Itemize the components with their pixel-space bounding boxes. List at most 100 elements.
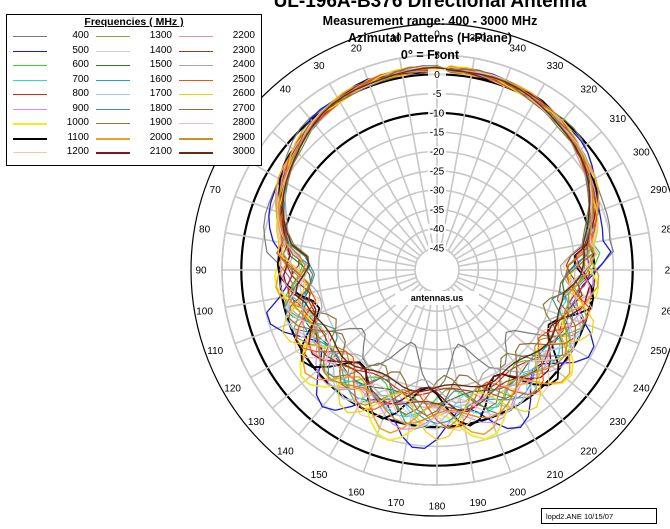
angle-spoke	[328, 83, 427, 252]
legend-label: 700	[72, 73, 89, 85]
legend-item: 1000	[11, 117, 93, 130]
legend-item: 1800	[94, 102, 176, 116]
legend-label: 2300	[232, 44, 255, 56]
series-line-2800	[277, 65, 599, 429]
radial-tick-label: -35	[430, 205, 445, 216]
angle-tick-label: 40	[280, 85, 292, 96]
radial-tick-bg	[428, 50, 446, 60]
angle-tick-label: 310	[609, 114, 626, 125]
legend-swatch	[179, 36, 213, 37]
legend-item: 2900	[177, 131, 259, 145]
legend-item: 1100	[11, 131, 93, 145]
legend-swatch	[96, 50, 130, 52]
legend-swatch	[13, 65, 47, 66]
brand-label: antennas.us	[395, 291, 479, 305]
radial-tick-label: -45	[430, 244, 445, 255]
legend-item: 2100	[94, 146, 176, 159]
legend-swatch	[179, 94, 213, 95]
angle-tick-label: 300	[633, 148, 650, 159]
angle-tick-label: 130	[248, 417, 265, 428]
legend-swatch	[96, 108, 130, 110]
angle-tick-label: 210	[547, 470, 564, 481]
angle-tick-label: 330	[547, 61, 564, 72]
angle-tick-label: 220	[580, 446, 597, 457]
angle-spoke	[398, 291, 434, 482]
angle-tick-label: 100	[196, 306, 213, 317]
radial-tick-bg	[428, 223, 446, 234]
legend-item: 1700	[94, 88, 176, 101]
legend-item: 2000	[94, 131, 176, 145]
radial-tick-bg	[428, 88, 446, 99]
angle-spoke	[298, 286, 424, 436]
legend-swatch	[96, 123, 130, 124]
angle-tick-label: 320	[580, 85, 597, 96]
radial-tick-bg	[428, 146, 446, 157]
chart-subtitle-range: Measurement range: 400 - 3000 MHz	[322, 14, 538, 28]
radial-tick-bg	[428, 204, 446, 215]
legend-item: 1500	[94, 59, 176, 72]
legend-swatch	[179, 123, 213, 124]
legend-label: 1800	[149, 102, 172, 114]
legend-swatch	[96, 94, 130, 95]
legend-item: 800	[11, 88, 93, 101]
angle-spoke	[234, 195, 417, 264]
legend-swatch	[13, 36, 47, 37]
angle-spoke	[443, 67, 512, 250]
angle-spoke	[447, 288, 546, 457]
legend-swatch	[13, 50, 47, 52]
legend-swatch	[96, 79, 130, 81]
series-line-2900	[278, 66, 596, 424]
angle-spoke	[225, 231, 416, 267]
legend-label: 2400	[232, 59, 255, 70]
legend-swatch	[13, 137, 47, 140]
chart-subtitle-front: 0° = Front	[400, 48, 460, 62]
chart-title: UL-196A-B376 Directional Antenna	[273, 0, 587, 12]
angle-tick-label: 80	[199, 225, 211, 236]
angle-tick-label: 260	[661, 306, 670, 317]
legend-swatch	[179, 79, 213, 81]
radial-tick-label: 0	[434, 70, 440, 81]
radial-tick-bg	[428, 243, 446, 253]
angle-spoke	[455, 280, 624, 379]
legend-item: 900	[11, 103, 93, 116]
pattern-series	[263, 64, 614, 450]
legend-label: 400	[72, 30, 89, 41]
angle-tick-label: 140	[277, 446, 294, 457]
legend-item: 1200	[11, 146, 93, 159]
radial-tick-label: -20	[430, 147, 445, 158]
legend-swatch	[179, 50, 213, 52]
series-line-2000	[275, 67, 600, 436]
legend-swatch	[179, 137, 213, 140]
angle-spoke	[458, 273, 649, 309]
legend-label: 2500	[232, 73, 255, 85]
legend-swatch	[96, 36, 130, 37]
legend-label: 1400	[149, 44, 172, 56]
legend-label: 2800	[232, 117, 255, 128]
angle-tick-label: 20	[351, 44, 363, 55]
angle-spoke	[447, 83, 546, 252]
angle-spoke	[458, 231, 649, 267]
angle-tick-label: 110	[207, 346, 223, 357]
legend-label: 2000	[149, 131, 172, 143]
angle-tick-label: 70	[210, 185, 222, 196]
legend-item: 2600	[177, 88, 259, 101]
angle-tick-label: 230	[609, 417, 626, 428]
angle-tick-label: 120	[224, 384, 241, 395]
legend-label: 600	[72, 59, 89, 70]
radial-tick-bg	[428, 165, 446, 176]
angle-tick-label: 90	[195, 266, 207, 277]
radial-tick-label: 5	[434, 51, 440, 62]
legend-label: 1100	[67, 131, 89, 143]
legend-item: 2200	[177, 30, 259, 43]
legend-label: 2200	[232, 30, 255, 41]
angle-tick-label: 10	[390, 33, 402, 44]
legend-item: 1600	[94, 74, 176, 87]
legend-item: 1900	[94, 117, 176, 130]
angle-spoke	[225, 273, 416, 309]
angle-tick-label: 270	[665, 266, 670, 277]
legend-label: 2600	[232, 88, 255, 99]
legend-label: 2900	[232, 131, 255, 143]
angle-tick-label: 340	[509, 44, 526, 55]
legend-item: 2800	[177, 117, 259, 130]
